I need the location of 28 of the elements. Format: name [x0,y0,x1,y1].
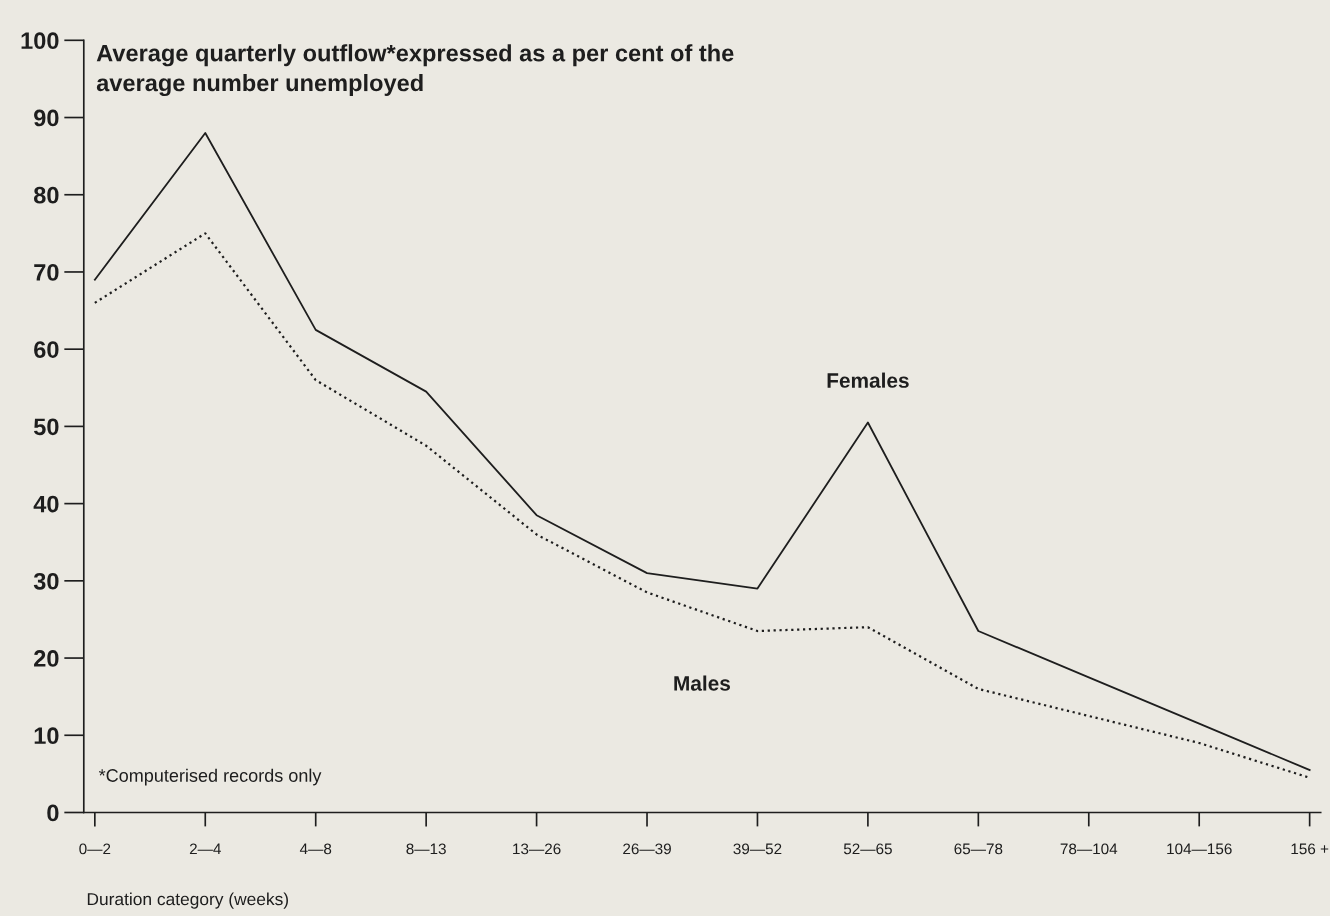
annotation: *Computerised records only [98,768,322,786]
x-tick-label: 156 + [1291,843,1329,855]
y-tick-label: 80 [33,186,59,204]
x-tick-label: 13—26 [513,843,561,855]
text: Females [827,372,909,388]
y-tick-label: 50 [33,418,59,436]
y-tick-label: 60 [34,341,59,358]
x-tick-label: 65—78 [954,843,1003,855]
y-tick-label: 100 [21,32,59,50]
text: Males [674,675,730,691]
y-tick-label: 70 [34,264,59,281]
x-tick-label: 2—4 [189,843,221,855]
y-tick-label: 40 [33,495,59,513]
y-tick-label: 20 [34,650,59,667]
x-tick-label: 26—39 [623,843,671,855]
x-axis-title: Duration category (weeks) [87,892,288,909]
x-tick-label: 4—8 [299,843,332,855]
y-tick-label: 30 [33,572,59,590]
y-tick-label: 90 [34,109,59,127]
x-tick-label: 0—2 [79,843,111,855]
x-tick-label: 39—52 [733,843,782,855]
y-tick-label: 0 [47,804,59,822]
x-tick-label: 78—104 [1060,843,1118,855]
x-tick-label: 104—156 [1167,843,1232,855]
x-tick-label: 52—65 [843,843,892,855]
text: Average quarterly outflow*expressed as a per cent of the average number unemployed [96,44,734,97]
y-tick-label: 10 [34,727,59,745]
x-tick-label: 8—13 [406,843,446,855]
